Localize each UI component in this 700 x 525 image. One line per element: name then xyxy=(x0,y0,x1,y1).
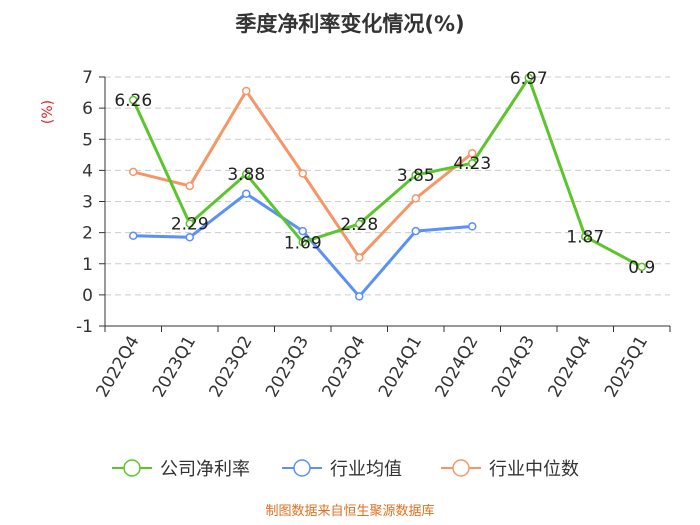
legend-label: 行业中位数 xyxy=(489,459,579,480)
data-label: 2.28 xyxy=(340,215,378,235)
data-label: 3.85 xyxy=(397,166,435,186)
y-tick-label: 6 xyxy=(82,99,93,119)
data-point[interactable] xyxy=(355,219,364,229)
x-tick-label: 2023Q4 xyxy=(319,333,370,401)
data-point[interactable] xyxy=(581,232,590,241)
x-tick-label: 2024Q2 xyxy=(432,333,483,401)
data-point[interactable] xyxy=(185,181,194,191)
data-label: 3.88 xyxy=(227,165,265,185)
data-label: 4.23 xyxy=(453,154,491,174)
x-tick-label: 2022Q4 xyxy=(93,333,144,401)
data-point[interactable] xyxy=(242,189,251,198)
y-tick-label: 7 xyxy=(82,68,93,88)
legend-item[interactable]: 行业均值 xyxy=(282,459,402,480)
data-point[interactable] xyxy=(129,167,138,177)
series-group xyxy=(129,73,646,272)
series-group xyxy=(129,189,477,301)
legend-label: 行业均值 xyxy=(330,459,402,480)
legend-item[interactable]: 公司净利率 xyxy=(112,459,250,480)
legend-marker xyxy=(123,459,141,477)
legend-item[interactable]: 行业中位数 xyxy=(441,459,579,480)
y-tick-label: 4 xyxy=(82,161,93,181)
y-tick-label: 5 xyxy=(82,130,93,150)
chart-title: 季度净利率变化情况(%) xyxy=(235,12,465,36)
legend-marker xyxy=(452,459,470,477)
data-point[interactable] xyxy=(468,158,477,168)
data-point[interactable] xyxy=(185,219,194,228)
x-tick-label: 2023Q2 xyxy=(206,333,257,401)
data-point[interactable] xyxy=(242,86,251,96)
data-label-layer: 6.26 2.29 3.88 1.69 2.28 3.85 4.23 6.97 1.87 0.9 xyxy=(114,69,655,278)
data-label: 0.9 xyxy=(628,258,655,278)
data-point[interactable] xyxy=(129,95,138,105)
y-tick-label: 3 xyxy=(82,193,93,213)
series-layer xyxy=(129,73,646,301)
x-tick-label: 2025Q1 xyxy=(601,333,652,401)
data-point[interactable] xyxy=(242,169,251,179)
data-label: 2.29 xyxy=(171,215,209,235)
data-point[interactable] xyxy=(468,222,477,231)
data-point[interactable] xyxy=(185,233,194,242)
data-point[interactable] xyxy=(355,253,364,262)
legend-label: 公司净利率 xyxy=(160,459,250,480)
legend: 公司净利率 行业均值 行业中位数 xyxy=(112,459,579,480)
data-point[interactable] xyxy=(411,226,420,236)
grid-layer xyxy=(105,76,670,327)
data-point[interactable] xyxy=(468,149,477,158)
series-group xyxy=(129,86,477,262)
x-tick-label: 2023Q3 xyxy=(262,333,313,401)
y-axis-label: (%) xyxy=(40,100,56,124)
data-point[interactable] xyxy=(637,262,646,272)
data-point[interactable] xyxy=(524,73,533,83)
data-label: 6.26 xyxy=(114,91,152,111)
data-point[interactable] xyxy=(298,226,307,236)
data-label: 6.97 xyxy=(510,69,548,89)
data-label: 1.69 xyxy=(284,233,322,253)
y-tick-label: 1 xyxy=(82,255,93,275)
data-point[interactable] xyxy=(129,231,138,240)
legend-marker xyxy=(293,459,311,477)
data-point[interactable] xyxy=(298,238,307,247)
x-tick-label: 2024Q1 xyxy=(375,333,426,401)
data-point[interactable] xyxy=(298,169,307,178)
series-line xyxy=(131,76,643,269)
x-tick-label: 2024Q4 xyxy=(545,333,596,401)
data-point[interactable] xyxy=(411,194,420,203)
data-label: 1.87 xyxy=(566,228,604,248)
x-tick-label: 2024Q3 xyxy=(488,333,539,401)
source-note: 制图数据来自恒生聚源数据库 xyxy=(265,504,435,519)
x-tick-label: 2023Q1 xyxy=(149,333,200,401)
y-tick-label: 0 xyxy=(82,286,93,306)
data-point[interactable] xyxy=(355,292,364,301)
data-point[interactable] xyxy=(411,170,420,180)
y-tick-label: 2 xyxy=(82,224,93,244)
y-tick-label: -1 xyxy=(76,317,93,337)
